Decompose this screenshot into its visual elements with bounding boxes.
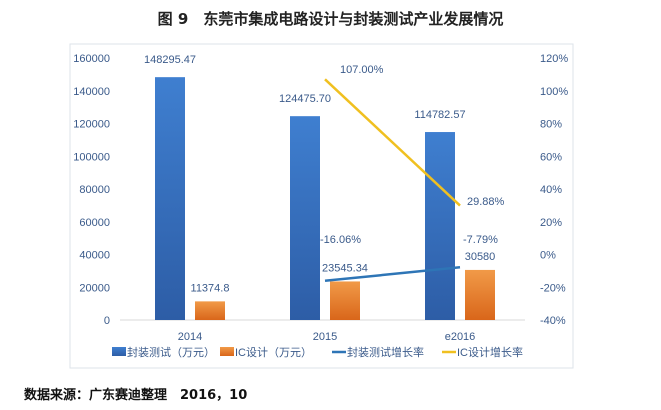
- y2-tick-label: 20%: [540, 217, 562, 229]
- bar-ic-design: [330, 281, 360, 320]
- legend-label: IC设计（万元）: [235, 346, 312, 359]
- y-tick-label: 20000: [79, 282, 110, 294]
- y2-tick-label: -20%: [540, 282, 566, 294]
- x-tick-label: e2016: [445, 331, 476, 343]
- bar-packaging-test: [290, 116, 320, 320]
- y2-tick-label: 100%: [540, 86, 568, 98]
- bar-ic-design: [465, 269, 495, 320]
- y-tick-label: 160000: [73, 53, 110, 65]
- legend-label: IC设计增长率: [457, 345, 523, 359]
- chart-title: 图 9 东莞市集成电路设计与封装测试产业发展情况: [157, 10, 504, 28]
- bar-data-label: 30580: [465, 251, 496, 263]
- y-tick-label: 120000: [73, 119, 110, 131]
- chart-frame: [69, 43, 574, 369]
- bar-ic-design: [195, 301, 225, 320]
- y2-tick-label: 120%: [540, 53, 568, 65]
- bar-data-label: 23545.34: [322, 262, 368, 274]
- y2-tick-label: 40%: [540, 184, 562, 196]
- y2-tick-label: 80%: [540, 119, 562, 131]
- y-tick-label: 100000: [73, 151, 110, 163]
- legend-label: 封装测试（万元）: [127, 345, 215, 359]
- legend-swatch: [220, 347, 234, 356]
- x-tick-label: 2015: [313, 331, 337, 343]
- x-tick-label: 2014: [178, 331, 202, 343]
- y-tick-label: 80000: [79, 184, 110, 196]
- bar-data-label: 148295.47: [144, 54, 196, 66]
- legend-swatch: [112, 347, 126, 356]
- y-tick-label: 0: [104, 315, 110, 327]
- y-tick-label: 40000: [79, 250, 110, 262]
- bar-data-label: 124475.70: [279, 93, 331, 105]
- y2-tick-label: -40%: [540, 315, 566, 327]
- bar-packaging-test: [155, 77, 185, 320]
- line-data-label: 107.00%: [340, 64, 384, 76]
- y-tick-label: 60000: [79, 217, 110, 229]
- line-ic-growth: [324, 78, 461, 207]
- line-data-label: -16.06%: [320, 234, 361, 246]
- y-tick-label: 140000: [73, 86, 110, 98]
- line-data-label: 29.88%: [467, 196, 505, 208]
- line-packaging-growth: [324, 266, 461, 283]
- bar-data-label: 114782.57: [414, 109, 465, 121]
- y2-tick-label: 60%: [540, 151, 562, 163]
- bar-packaging-test: [425, 132, 455, 320]
- bar-data-label: 11374.8: [191, 282, 230, 294]
- line-data-label: -7.79%: [463, 234, 498, 246]
- legend-label: 封装测试增长率: [347, 345, 424, 359]
- data-source: 数据来源：广东赛迪整理 2016，10: [24, 388, 248, 403]
- y2-tick-label: 0%: [540, 250, 556, 262]
